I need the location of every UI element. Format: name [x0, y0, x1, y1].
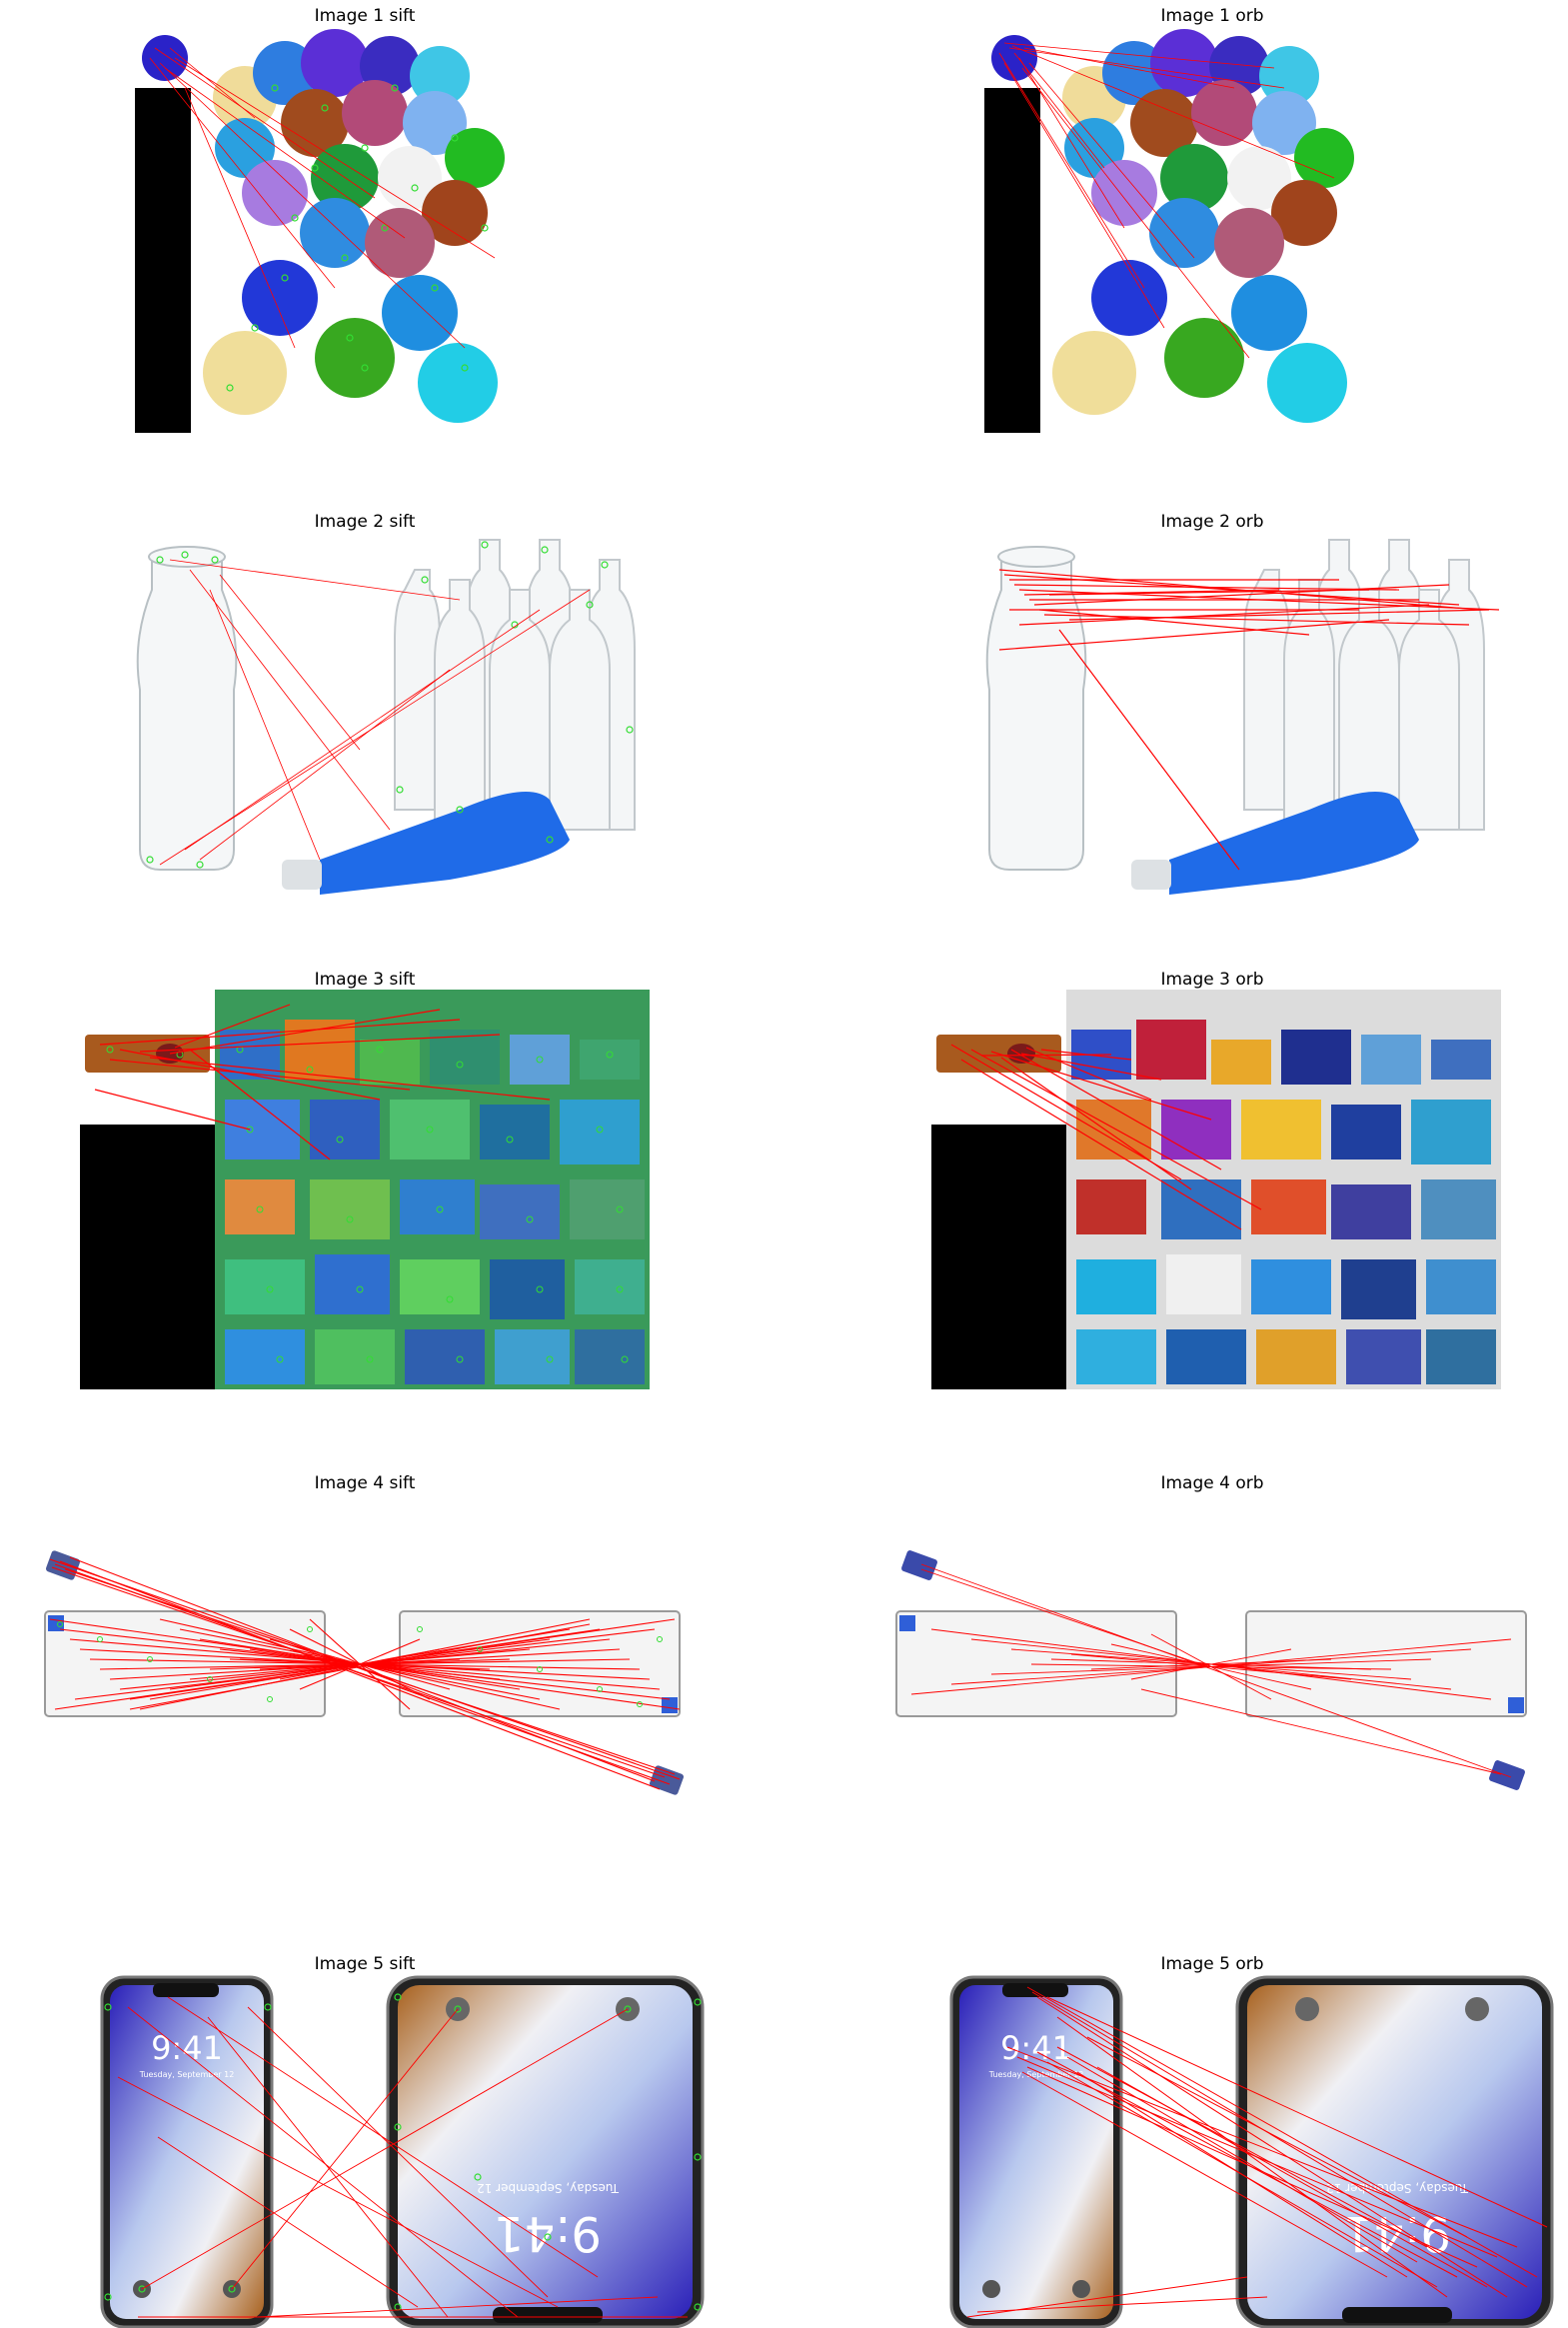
flipped-time: 9:41 — [1343, 2205, 1451, 2261]
lock-screen-time: 9:41 — [151, 2029, 223, 2067]
match-lines — [950, 1044, 1262, 1230]
title-image-5-sift: Image 5 sift — [314, 1954, 416, 1974]
match-lines — [149, 47, 496, 349]
bottle-group — [394, 539, 636, 831]
panel-image-1-sift — [135, 29, 505, 433]
black-padding — [80, 1125, 220, 1389]
phone-small: 9:41 Tuesday, September 12 — [100, 1975, 274, 2328]
milk-bottle — [985, 546, 1087, 871]
lock-screen-date: Tuesday, September 12 — [988, 2070, 1084, 2079]
match-lines — [49, 1556, 681, 1790]
match-lines — [159, 559, 591, 866]
phone-small: 9:41 Tuesday, September 12 — [949, 1975, 1123, 2328]
blue-bottle — [1131, 792, 1419, 895]
sift-keypoints — [146, 541, 634, 869]
phone-large-flipped: 9:41 Tuesday, September 12 — [386, 1975, 705, 2328]
sift-keypoints — [106, 1046, 629, 1363]
match-lines — [998, 569, 1500, 871]
sift-keypoints — [226, 84, 489, 392]
pompom-cluster — [1052, 29, 1354, 423]
panel-image-4-orb — [895, 1550, 1527, 1790]
panel-image-1-orb — [984, 29, 1354, 433]
flipped-date: Tuesday, September 12 — [477, 2181, 620, 2195]
match-lines — [910, 1563, 1512, 1778]
black-padding — [984, 88, 1040, 433]
title-image-3-sift: Image 3 sift — [314, 970, 416, 990]
panel-image-2-sift — [136, 539, 636, 895]
keycap-small — [45, 1550, 685, 1795]
bottle-group — [1243, 539, 1485, 831]
pompom-cluster — [203, 29, 505, 423]
panel-image-3-sift — [80, 990, 650, 1389]
title-image-4-sift: Image 4 sift — [314, 1473, 416, 1493]
panel-image-2-orb — [985, 539, 1500, 895]
sift-keypoints — [104, 1993, 702, 2311]
title-image-5-orb: Image 5 orb — [1160, 1954, 1264, 1974]
panel-image-5-orb: 9:41 Tuesday, September 12 9:41 Tuesday,… — [949, 1975, 1554, 2328]
keyboard-left — [895, 1610, 1177, 1717]
title-image-1-sift: Image 1 sift — [314, 6, 416, 26]
keycap-small — [901, 1550, 1525, 1790]
panel-image-5-sift: 9:41 Tuesday, September 12 9:41 Tuesday,… — [100, 1975, 705, 2328]
flipped-date: Tuesday, September 12 — [1326, 2181, 1469, 2195]
match-lines — [998, 42, 1335, 359]
milk-bottle — [136, 546, 238, 871]
match-lines — [117, 1996, 688, 2318]
lock-screen-date: Tuesday, September 12 — [139, 2070, 235, 2079]
title-image-1-orb: Image 1 orb — [1160, 6, 1264, 26]
title-image-4-orb: Image 4 orb — [1160, 1473, 1264, 1493]
match-lines — [94, 1004, 551, 1161]
black-padding — [135, 88, 191, 433]
title-image-3-orb: Image 3 orb — [1160, 970, 1264, 990]
lock-screen-time: 9:41 — [1000, 2029, 1072, 2067]
panel-image-3-orb — [931, 990, 1501, 1389]
snack-bar — [85, 1035, 210, 1073]
shelf-packages — [1071, 1020, 1496, 1384]
sift-keypoints — [57, 1621, 663, 1707]
panel-image-4-sift — [44, 1550, 685, 1795]
phone-large-flipped: 9:41 Tuesday, September 12 — [1235, 1975, 1554, 2328]
flipped-time: 9:41 — [494, 2205, 602, 2261]
blue-bottle — [282, 792, 570, 895]
query-pompom — [991, 35, 1037, 81]
title-image-2-orb: Image 2 orb — [1160, 512, 1264, 532]
title-image-2-sift: Image 2 sift — [314, 512, 416, 532]
black-padding — [931, 1125, 1071, 1389]
query-pompom — [142, 35, 188, 81]
match-lines — [966, 1986, 1548, 2318]
